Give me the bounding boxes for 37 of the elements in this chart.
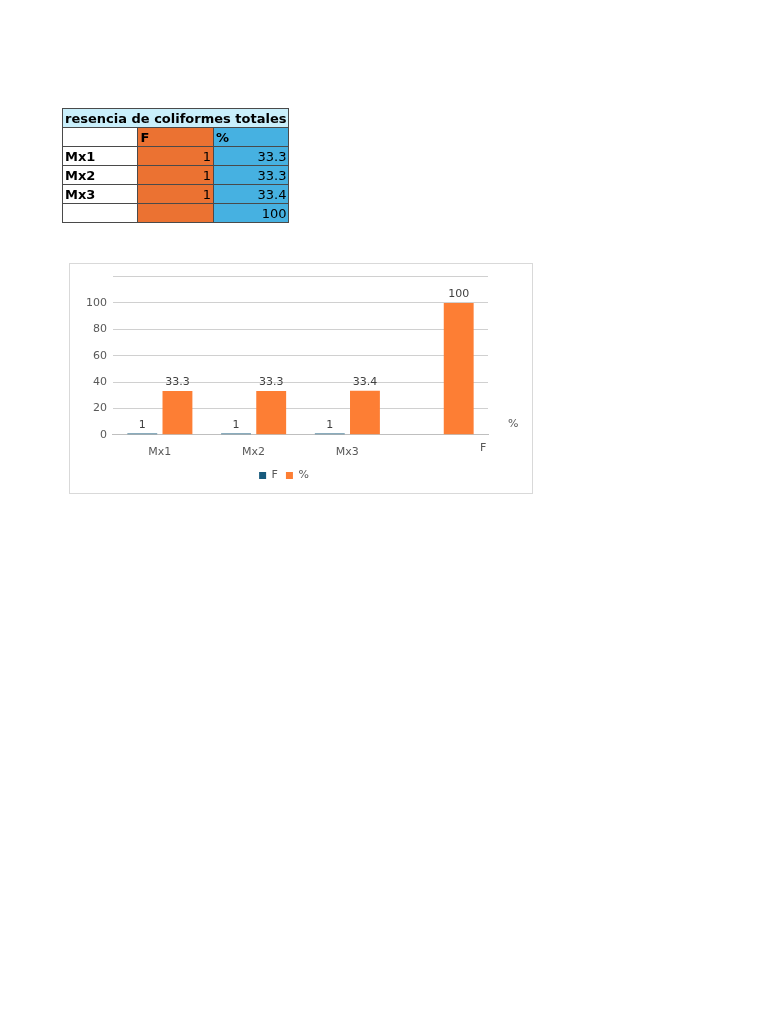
legend-label: F	[271, 468, 278, 482]
text: 100	[213, 203, 289, 223]
text: %	[508, 416, 519, 430]
data-label: 1	[326, 417, 334, 431]
data-label: 1	[137, 146, 214, 166]
y-tick-label: 20	[93, 401, 107, 415]
data-label: 33.4	[213, 184, 289, 204]
y-tick-label: 80	[93, 322, 107, 336]
text: resencia de coliformes totales	[62, 108, 289, 128]
y-tick-label: 100	[86, 295, 107, 309]
x-tick-label: Mx2	[242, 445, 266, 459]
legend-label: %	[298, 468, 309, 482]
y-tick-label: 0	[100, 427, 107, 441]
y-tick-label: 40	[93, 374, 107, 388]
data-label: 1	[137, 184, 214, 204]
data-label: 33.3	[213, 165, 289, 185]
y-tick-label: 60	[93, 348, 107, 362]
series-label: %	[213, 127, 289, 147]
data-label: 1	[137, 165, 214, 185]
data-label: 33.4	[352, 375, 378, 389]
bar	[256, 390, 287, 435]
bar	[162, 390, 193, 435]
x-tick-label: Mx1	[148, 445, 172, 459]
bar	[350, 390, 380, 435]
data-label: 33.3	[258, 375, 284, 389]
data-label: 33.3	[165, 375, 190, 389]
data-label: 100	[448, 287, 470, 301]
category-label: Mx3	[62, 184, 138, 204]
category-label: Mx2	[62, 165, 138, 185]
bar	[443, 302, 474, 435]
category-label: Mx1	[62, 146, 138, 166]
data-label: 33.3	[213, 146, 289, 166]
x-tick-label: Mx3	[335, 445, 359, 459]
text: F	[480, 440, 487, 454]
series-label: F	[137, 127, 214, 147]
data-label: 1	[138, 417, 146, 431]
data-label: 1	[232, 417, 240, 431]
